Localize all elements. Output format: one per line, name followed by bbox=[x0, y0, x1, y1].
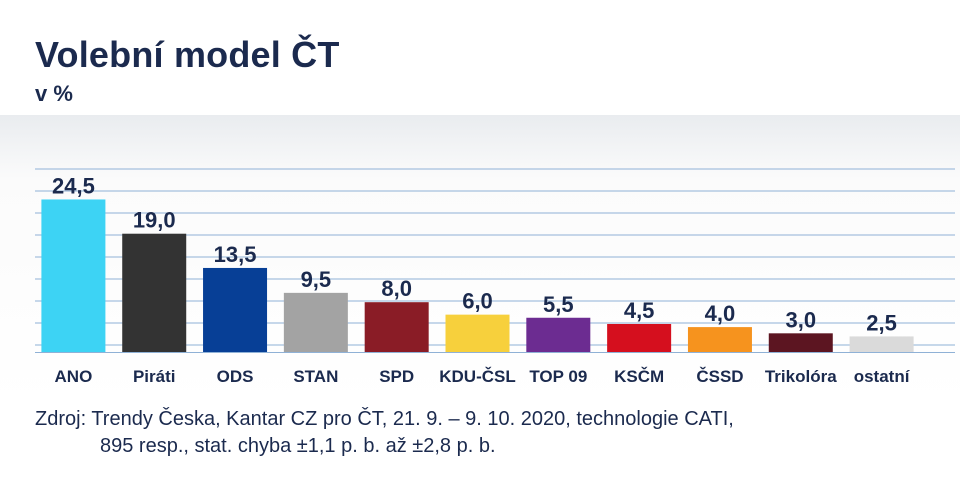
category-label: ANO bbox=[55, 367, 93, 386]
bar-ksčm bbox=[607, 323, 672, 352]
value-label: 8,0 bbox=[381, 276, 412, 301]
bar-kdu-čsl bbox=[445, 314, 510, 352]
bar-ods bbox=[203, 267, 268, 352]
value-labels: 24,5 19,0 13,5 9,5 8,0 6,0 5,5 4,5 4,0 3,0 2,5 bbox=[52, 173, 897, 335]
bar-trikolóra bbox=[768, 333, 833, 352]
source-line-1: Zdroj: Trendy Česka, Kantar CZ pro ČT, 2… bbox=[35, 408, 734, 430]
value-label: 5,5 bbox=[543, 292, 574, 317]
value-label: 4,0 bbox=[705, 301, 736, 326]
bar-stan bbox=[283, 292, 348, 352]
bar-ano bbox=[41, 199, 106, 352]
chart-title: Volební model ČT bbox=[35, 34, 340, 75]
value-label: 6,0 bbox=[462, 289, 493, 314]
category-label: KDU-ČSL bbox=[439, 367, 516, 386]
value-label: 3,0 bbox=[785, 307, 816, 332]
bar-piráti bbox=[122, 233, 187, 352]
category-label: Trikolóra bbox=[765, 367, 837, 386]
source-note: Zdroj: Trendy Česka, Kantar CZ pro ČT, 2… bbox=[35, 406, 734, 460]
bar-top 09 bbox=[526, 317, 591, 352]
category-label: ČSSD bbox=[696, 367, 743, 386]
category-label: ODS bbox=[217, 367, 254, 386]
value-label: 24,5 bbox=[52, 173, 95, 198]
value-label: 4,5 bbox=[624, 298, 655, 323]
category-label: ostatní bbox=[854, 367, 911, 386]
category-label: Piráti bbox=[133, 367, 176, 386]
value-label: 9,5 bbox=[301, 267, 332, 292]
bar-ostatní bbox=[849, 336, 914, 352]
bars bbox=[41, 199, 914, 352]
bar-čssd bbox=[687, 327, 752, 352]
value-label: 19,0 bbox=[133, 208, 176, 233]
bar-spd bbox=[364, 302, 429, 352]
source-line-2: 895 resp., stat. chyba ±1,1 p. b. až ±2,… bbox=[100, 435, 496, 457]
chart-subtitle: v % bbox=[35, 81, 73, 106]
category-labels: ANO Piráti ODS STAN SPD KDU-ČSL TOP 09 KSČM ČSSD… bbox=[55, 367, 911, 386]
value-label: 2,5 bbox=[866, 310, 897, 335]
category-label: KSČM bbox=[614, 367, 664, 386]
category-label: TOP 09 bbox=[529, 367, 587, 386]
category-label: SPD bbox=[379, 367, 414, 386]
gridlines bbox=[35, 168, 955, 353]
category-label: STAN bbox=[293, 367, 338, 386]
value-label: 13,5 bbox=[214, 242, 257, 267]
